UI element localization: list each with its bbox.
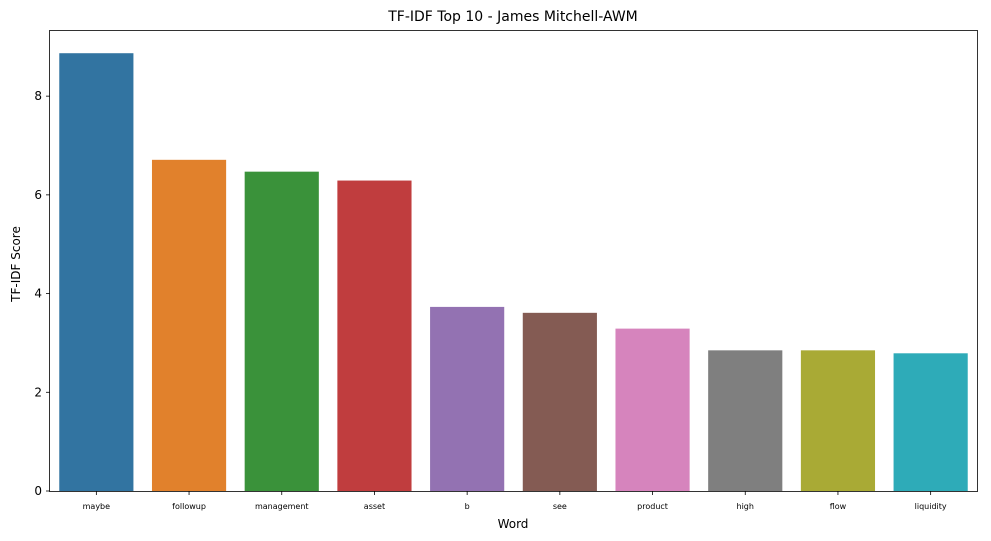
- bar-flow: [800, 350, 876, 491]
- bar-b: [430, 306, 505, 491]
- y-tick-label: 0: [34, 484, 42, 498]
- y-ticks-group: 0 2 4 6 8: [34, 89, 50, 498]
- x-tick-label: b: [465, 502, 470, 511]
- y-tick-label: 2: [34, 385, 42, 399]
- x-tick-label: liquidity: [915, 502, 947, 511]
- bar-maybe: [59, 53, 134, 492]
- bar-high: [708, 350, 783, 491]
- bar-see: [522, 312, 597, 491]
- y-tick-label: 4: [34, 287, 42, 301]
- bars-group: [59, 53, 968, 492]
- x-axis-label: Word: [498, 517, 529, 531]
- bar-product: [615, 328, 690, 491]
- x-tick-label: product: [637, 502, 668, 511]
- bar-liquidity: [893, 353, 968, 491]
- bar-asset: [337, 180, 412, 491]
- x-tick-label: see: [553, 502, 567, 511]
- x-tick-label: high: [737, 502, 754, 511]
- y-tick-label: 8: [34, 89, 42, 103]
- x-tick-label: flow: [830, 502, 847, 511]
- y-axis-label: TF-IDF Score: [9, 226, 23, 303]
- chart-title: TF-IDF Top 10 - James Mitchell-AWM: [387, 9, 638, 25]
- x-tick-label: followup: [172, 502, 206, 511]
- x-tick-label: management: [255, 502, 309, 511]
- x-ticks-group: maybe followup management asset b see product h…: [83, 491, 947, 511]
- y-tick-label: 6: [34, 188, 42, 202]
- bar-followup: [151, 159, 227, 491]
- plot-frame: [49, 30, 978, 492]
- x-tick-label: asset: [364, 502, 385, 511]
- bar-management: [244, 171, 319, 492]
- x-tick-label: maybe: [83, 502, 111, 511]
